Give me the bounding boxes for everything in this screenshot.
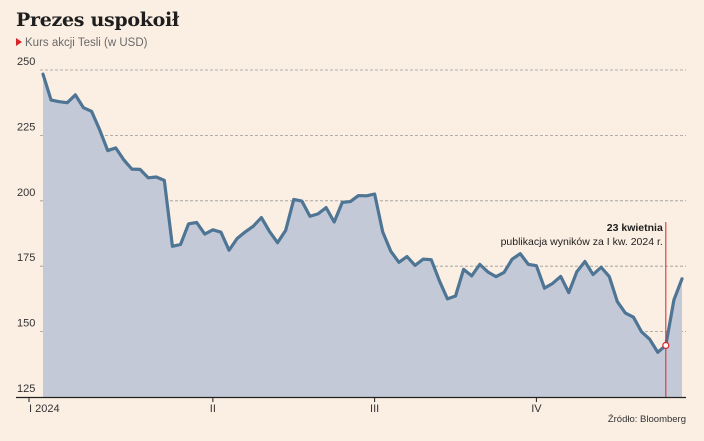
price-area: [43, 74, 682, 397]
y-tick-label-200: 200: [17, 187, 35, 199]
area-layer: [41, 72, 684, 397]
y-tick-label-225: 225: [17, 121, 35, 133]
chart-subtitle-text: Kurs akcji Tesli (w USD): [25, 37, 148, 49]
y-tick-label-150: 150: [17, 318, 35, 330]
price-line: [41, 72, 684, 354]
annotation-title: 23 kwietnia: [607, 222, 663, 234]
chart-title: Prezes uspokoił: [16, 9, 179, 31]
x-tick-label: III: [370, 403, 379, 415]
annotation-marker: [662, 341, 670, 350]
annotation-text: publikacja wyników za I kw. 2024 r.: [501, 236, 663, 248]
y-tick-label-175: 175: [17, 252, 35, 264]
x-tick-label: I 2024: [29, 403, 60, 415]
chart-subtitle: Kurs akcji Tesli (w USD): [16, 37, 147, 49]
y-tick-label-250: 250: [17, 56, 35, 68]
red-triangle-icon: [16, 38, 22, 46]
x-tick-label: IV: [531, 403, 542, 415]
x-tick-label: II: [210, 403, 216, 415]
y-tick-label-125: 125: [17, 383, 35, 395]
annotation-layer: 23 kwietnia publikacja wyników za I kw. 2…: [501, 222, 670, 397]
source-note: Źródło: Bloomberg: [607, 414, 686, 425]
